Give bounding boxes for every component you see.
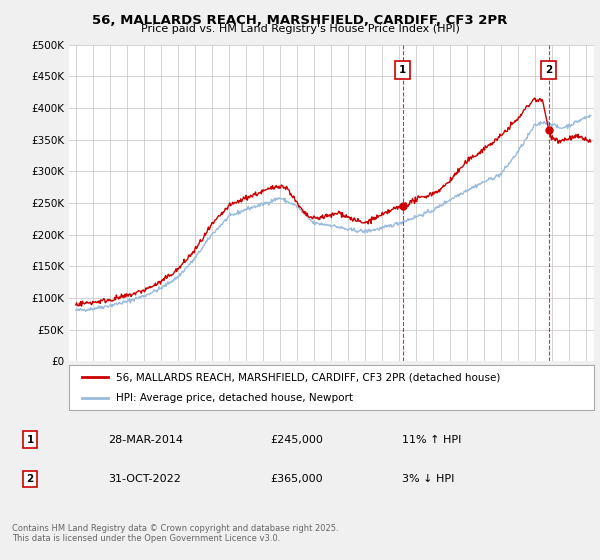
Text: Price paid vs. HM Land Registry's House Price Index (HPI): Price paid vs. HM Land Registry's House … <box>140 24 460 34</box>
Text: 2: 2 <box>26 474 34 484</box>
Text: £245,000: £245,000 <box>270 435 323 445</box>
Text: 11% ↑ HPI: 11% ↑ HPI <box>402 435 461 445</box>
Text: £365,000: £365,000 <box>270 474 323 484</box>
Text: 3% ↓ HPI: 3% ↓ HPI <box>402 474 454 484</box>
Text: HPI: Average price, detached house, Newport: HPI: Average price, detached house, Newp… <box>116 393 353 403</box>
Text: 31-OCT-2022: 31-OCT-2022 <box>108 474 181 484</box>
Text: 1: 1 <box>26 435 34 445</box>
Text: 1: 1 <box>399 65 406 75</box>
Text: Contains HM Land Registry data © Crown copyright and database right 2025.
This d: Contains HM Land Registry data © Crown c… <box>12 524 338 543</box>
Text: 56, MALLARDS REACH, MARSHFIELD, CARDIFF, CF3 2PR: 56, MALLARDS REACH, MARSHFIELD, CARDIFF,… <box>92 14 508 27</box>
Text: 2: 2 <box>545 65 552 75</box>
Text: 28-MAR-2014: 28-MAR-2014 <box>108 435 183 445</box>
Text: 56, MALLARDS REACH, MARSHFIELD, CARDIFF, CF3 2PR (detached house): 56, MALLARDS REACH, MARSHFIELD, CARDIFF,… <box>116 372 500 382</box>
